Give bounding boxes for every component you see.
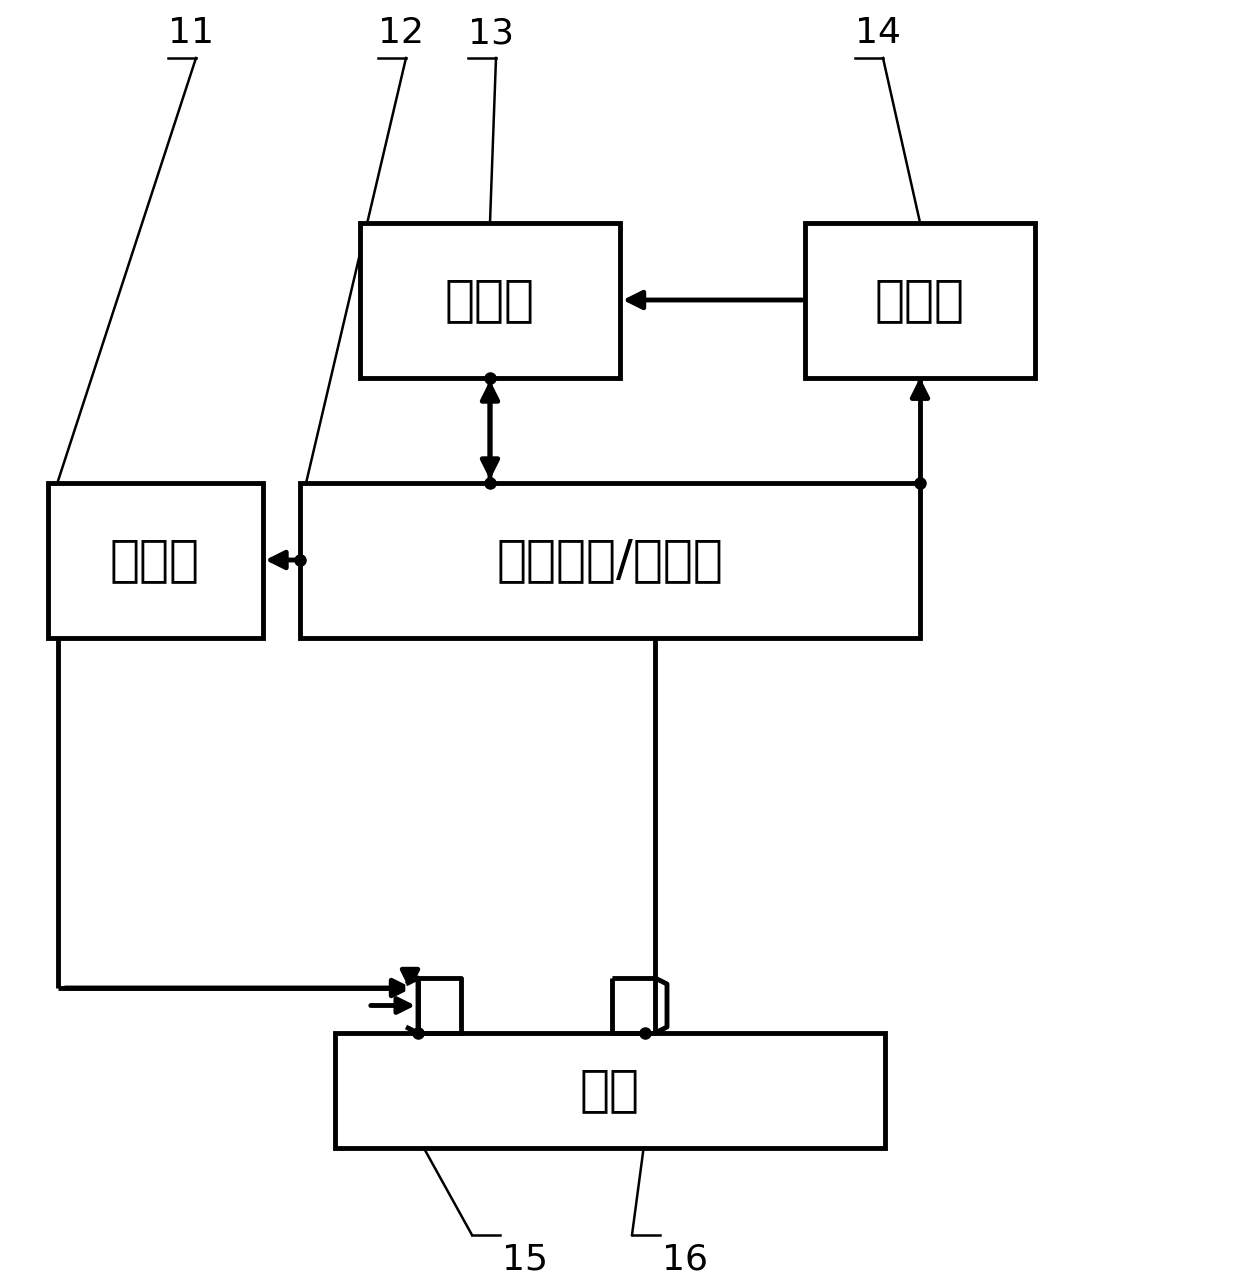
Text: 14: 14 (856, 17, 901, 50)
Text: 15: 15 (502, 1243, 548, 1275)
Text: 衰减器: 衰减器 (110, 536, 200, 584)
Bar (335, 1033, 885, 1148)
Text: 试件: 试件 (580, 1066, 640, 1114)
Text: 13: 13 (467, 17, 515, 50)
Polygon shape (405, 978, 418, 1033)
Text: 信号发生/接收器: 信号发生/接收器 (496, 536, 723, 584)
Bar (805, 223, 1035, 377)
Text: 11: 11 (167, 17, 215, 50)
Bar (300, 482, 920, 638)
Text: 计算机: 计算机 (445, 275, 534, 324)
Polygon shape (418, 978, 461, 1033)
Text: 16: 16 (662, 1243, 708, 1275)
Text: 12: 12 (378, 17, 424, 50)
Polygon shape (613, 978, 655, 1033)
Text: 示波器: 示波器 (875, 275, 965, 324)
Bar (47, 482, 263, 638)
Polygon shape (655, 978, 667, 1033)
Bar (360, 223, 620, 377)
